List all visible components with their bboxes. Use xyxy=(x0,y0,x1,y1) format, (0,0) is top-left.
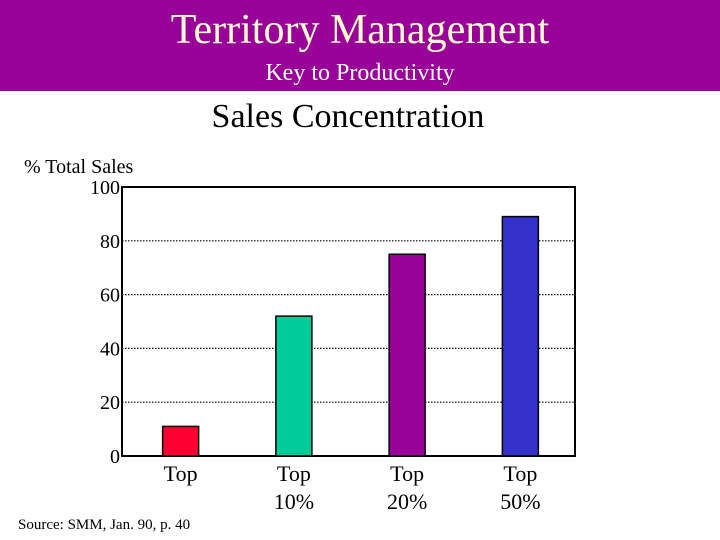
y-tick-label: 40 xyxy=(100,338,120,360)
x-category-label: 20% xyxy=(387,489,427,514)
x-category-label: Top xyxy=(277,461,311,486)
y-tick-label: 0 xyxy=(110,446,120,468)
bar xyxy=(275,315,313,457)
x-category-label: 50% xyxy=(500,489,540,514)
bar xyxy=(501,215,540,457)
source-note: Source: SMM, Jan. 90, p. 40 xyxy=(18,517,191,533)
chart-title: Sales Concentration xyxy=(211,98,485,135)
bar xyxy=(161,425,200,457)
y-axis-label: % Total Sales xyxy=(24,156,134,178)
x-category-label: 10% xyxy=(274,489,314,514)
header-subtitle: Key to Productivity xyxy=(265,60,455,86)
x-category-label: Top xyxy=(390,461,424,486)
y-tick-label: 100 xyxy=(90,177,120,199)
y-tick-label: 60 xyxy=(100,285,120,307)
plot-frame xyxy=(121,186,576,457)
header-banner: Territory Management Key to Productivity xyxy=(0,0,720,91)
y-tick-label: 20 xyxy=(100,392,120,414)
y-tick-label: 80 xyxy=(100,231,120,253)
x-category-label: Top xyxy=(164,461,198,486)
x-category-label: Top xyxy=(503,461,537,486)
bar xyxy=(388,253,426,457)
header-title: Territory Management xyxy=(170,7,550,53)
